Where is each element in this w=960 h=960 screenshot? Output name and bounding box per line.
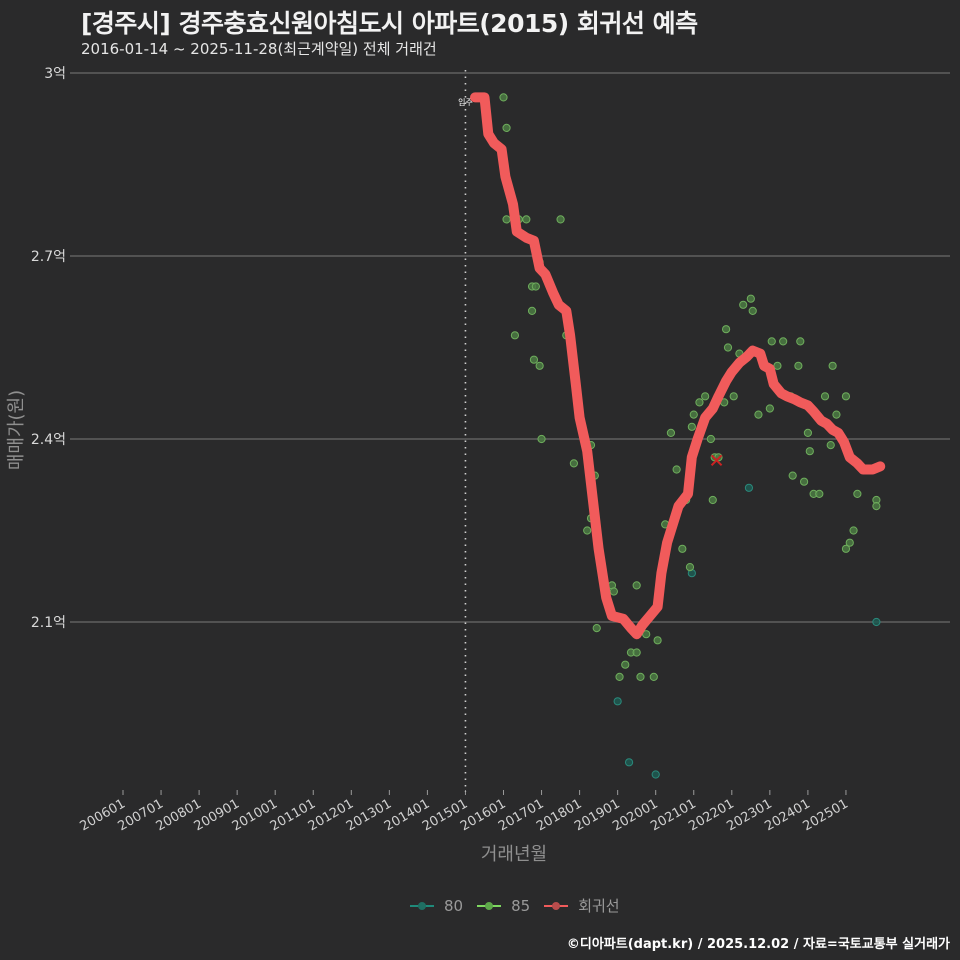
data-point-85 [767,337,776,346]
data-point-85 [529,355,539,364]
data-point-85 [537,434,546,444]
data-point-85 [510,331,520,340]
data-point-80 [651,770,660,779]
data-point-85 [653,636,662,645]
data-point-85 [805,447,814,456]
data-point-85 [779,337,788,346]
data-point-85 [841,392,851,401]
data-point-85 [642,630,651,639]
data-point-80 [613,697,622,706]
data-point-85 [499,93,508,102]
data-point-85 [820,392,830,401]
regression-line [470,92,886,640]
data-point-85 [828,361,837,370]
data-point-85 [849,526,858,535]
data-point-85 [845,538,854,547]
x-axis-ticks: 2006012007012008012009012010012011012012… [78,790,851,834]
data-point-85 [754,410,763,419]
y-axis-title: 매매가(원) [6,390,27,470]
data-point-85 [701,392,710,401]
data-point-85 [531,282,540,291]
regression-path [470,92,886,640]
data-point-85 [666,428,676,437]
data-point-85 [746,294,755,303]
data-point-85 [765,404,774,413]
vline-label: 입주 [458,98,473,107]
data-point-85 [695,398,704,407]
data-point-80 [744,483,754,492]
data-point-85 [794,361,803,370]
data-point-85 [636,672,645,682]
y-tick-label: 2.1억 [31,615,66,631]
legend-item-regression: 회귀선 [544,895,620,916]
legend-item-80: 80 [410,897,463,915]
data-point-85 [621,660,630,669]
data-point-85 [803,428,813,437]
data-point-85 [721,325,731,334]
data-point-85 [527,306,537,315]
y-tick-label: 3억 [44,66,66,82]
legend-key-85-icon [477,900,502,912]
y-axis-labels: 3억 2.7억 2.4억 2.1억 [31,66,66,631]
source-caption: ©디아파트(dapt.kr) / 2025.12.02 / 자료=국토교통부 실… [566,937,950,952]
data-point-85 [502,123,511,133]
data-point-85 [556,215,565,224]
legend-label: 회귀선 [578,897,620,915]
data-point-85 [796,337,805,346]
data-point-80 [624,758,634,767]
data-point-85 [773,361,782,370]
data-point-85 [615,672,624,682]
y-tick-label: 2.7억 [31,249,66,265]
data-point-85 [672,465,681,474]
data-point-85 [748,306,757,315]
data-point-85 [632,581,641,590]
data-point-85 [832,410,841,419]
data-point-85 [592,624,601,633]
data-point-85 [583,526,592,535]
data-point-85 [799,477,809,486]
move-in-vline: 입주 [458,70,473,792]
data-point-85 [569,459,578,468]
data-point-85 [522,215,531,224]
data-point-85 [853,489,862,498]
chart-subtitle: 2016-01-14 ~ 2025-11-28(최근계약일) 전체 거래건 [81,40,437,58]
data-point-85 [609,587,618,596]
x-axis-title: 거래년월 [481,844,547,865]
data-point-85 [815,489,824,498]
data-point-85 [687,422,696,431]
x-marker-icon [710,454,723,467]
scatter-points [499,93,881,779]
data-point-85 [632,648,641,657]
data-point-80 [872,617,881,627]
legend-item-85: 85 [477,897,530,915]
legend-label: 85 [511,896,531,915]
y-tick-label: 2.4억 [31,432,66,448]
data-point-85 [788,471,797,480]
data-point-85 [502,215,511,224]
data-point-85 [739,300,748,309]
data-point-85 [729,392,738,401]
data-point-85 [708,495,717,505]
legend-key-80-icon [410,900,434,912]
x-marker [710,454,723,467]
data-point-85 [685,563,695,572]
legend-label: 80 [444,896,464,915]
data-point-85 [649,672,658,682]
legend-key-regression-icon [544,900,569,912]
legend: 80 85 회귀선 [410,895,624,916]
data-point-85 [689,410,698,419]
data-point-85 [678,544,687,553]
data-point-85 [872,502,881,511]
data-point-85 [706,434,715,444]
data-point-85 [723,343,733,352]
data-point-85 [826,441,835,450]
chart-title: [경주시] 경주충효신원아침도시 아파트(2015) 회귀선 예측 [81,9,698,38]
data-point-85 [841,544,851,553]
y-gridlines [70,72,950,623]
data-point-85 [535,361,544,370]
